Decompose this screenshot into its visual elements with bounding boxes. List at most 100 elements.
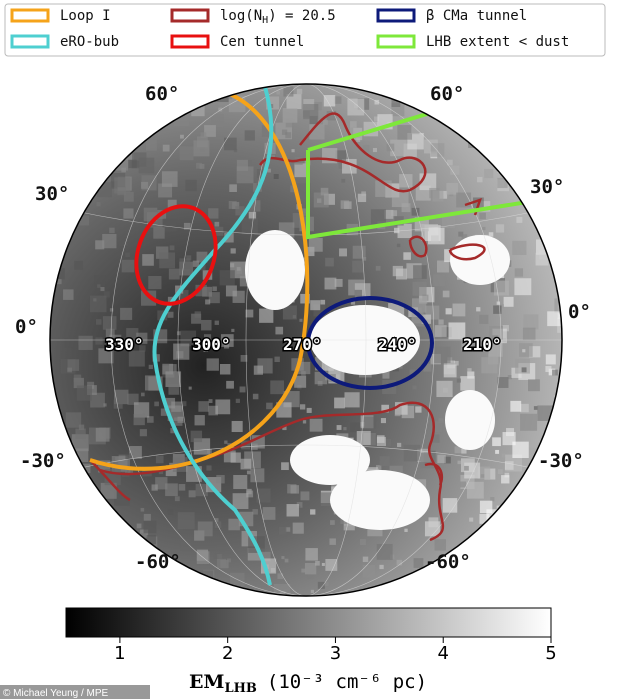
texture-patch xyxy=(236,159,248,171)
texture-patch xyxy=(161,171,178,187)
texture-patch xyxy=(111,574,116,580)
texture-patch xyxy=(252,509,258,515)
texture-patch xyxy=(251,443,258,450)
texture-patch xyxy=(382,371,390,379)
texture-patch xyxy=(104,569,108,573)
texture-patch xyxy=(165,371,182,387)
contours xyxy=(89,84,541,586)
texture-patch xyxy=(178,484,186,491)
texture-patch xyxy=(490,580,496,586)
texture-patch xyxy=(53,472,70,489)
texture-patch xyxy=(223,450,236,463)
texture-patch xyxy=(475,340,480,346)
texture-patch xyxy=(501,453,506,458)
texture-patch xyxy=(136,332,148,344)
texture-patch xyxy=(488,342,503,357)
texture-patch xyxy=(239,276,251,287)
texture-patch xyxy=(285,118,295,128)
texture-patch xyxy=(236,266,241,271)
texture-patch xyxy=(309,115,318,125)
texture-patch xyxy=(292,522,304,534)
texture-patch xyxy=(399,174,413,188)
texture-patch xyxy=(325,257,334,267)
texture-patch xyxy=(178,289,189,300)
texture-patch xyxy=(434,325,447,337)
texture-patch xyxy=(159,252,176,269)
texture-patch xyxy=(94,169,100,176)
label-post: ) = 20.5 xyxy=(268,8,335,24)
colorbar-tick-label: 1 xyxy=(114,643,125,664)
texture-patch xyxy=(165,483,178,497)
texture-patch xyxy=(522,327,536,341)
texture-patch xyxy=(196,251,208,263)
texture-patch xyxy=(120,307,133,320)
texture-patch xyxy=(326,110,337,121)
texture-patch xyxy=(285,527,291,532)
texture-patch xyxy=(436,380,453,398)
texture-patch xyxy=(282,305,297,320)
texture-patch xyxy=(165,465,177,477)
texture-patch xyxy=(123,208,134,219)
texture-patch xyxy=(548,368,556,376)
texture-patch xyxy=(186,255,192,261)
texture-patch xyxy=(82,116,91,125)
texture-patch xyxy=(550,526,562,540)
label-pre: log(N xyxy=(220,8,262,24)
texture-patch xyxy=(148,364,153,370)
texture-patch xyxy=(195,587,212,596)
texture-patch xyxy=(231,420,243,433)
texture-patch xyxy=(479,99,488,108)
texture-patch xyxy=(281,462,289,471)
texture-patch xyxy=(479,314,489,324)
texture-patch xyxy=(537,405,553,421)
texture-patch xyxy=(514,493,518,498)
texture-patch xyxy=(309,418,323,432)
texture-patch xyxy=(391,210,398,217)
texture-patch xyxy=(554,402,559,407)
texture-patch xyxy=(486,509,503,526)
texture-patch xyxy=(364,416,377,429)
texture-patch xyxy=(299,208,308,216)
texture-patch xyxy=(188,490,196,498)
texture-patch xyxy=(372,147,378,153)
texture-patch xyxy=(94,146,109,161)
texture-patch xyxy=(224,233,234,243)
colorbar-tick-label: 3 xyxy=(330,643,341,664)
texture-patch xyxy=(281,556,285,560)
texture-patch xyxy=(301,568,306,573)
texture-patch xyxy=(140,109,157,126)
credit: © Michael Yeung / MPE xyxy=(3,688,109,699)
legend-swatch xyxy=(376,8,416,23)
texture-patch xyxy=(446,579,459,592)
texture-patch xyxy=(453,591,458,596)
lat-label: 0° xyxy=(568,301,591,323)
texture-patch xyxy=(383,438,392,447)
texture-patch xyxy=(96,202,101,207)
texture-patch xyxy=(105,147,115,158)
texture-patch xyxy=(504,581,518,595)
texture-patch xyxy=(50,245,59,254)
texture-patch xyxy=(277,573,284,579)
texture-patch xyxy=(111,460,118,467)
texture-patch xyxy=(275,326,284,335)
texture-patch xyxy=(218,107,223,112)
legend-label: LHB extent < dust xyxy=(426,34,569,50)
lon-label: 330° xyxy=(105,335,144,354)
texture-patch xyxy=(195,484,208,497)
contour xyxy=(134,204,218,306)
bright-region xyxy=(450,235,510,285)
texture-patch xyxy=(427,227,445,245)
texture-patch xyxy=(224,137,237,151)
texture-patch xyxy=(162,363,174,375)
texture-patch xyxy=(230,248,236,254)
texture-patch xyxy=(227,558,231,563)
texture-patch xyxy=(65,516,72,522)
texture-patch xyxy=(310,589,315,594)
texture-patch xyxy=(323,193,335,205)
texture-patch xyxy=(409,369,416,376)
texture-patch xyxy=(552,369,558,376)
texture-patch xyxy=(129,533,146,550)
texture-patch xyxy=(438,319,444,325)
texture-patch xyxy=(282,425,287,431)
label-sub: LHB xyxy=(224,681,256,696)
